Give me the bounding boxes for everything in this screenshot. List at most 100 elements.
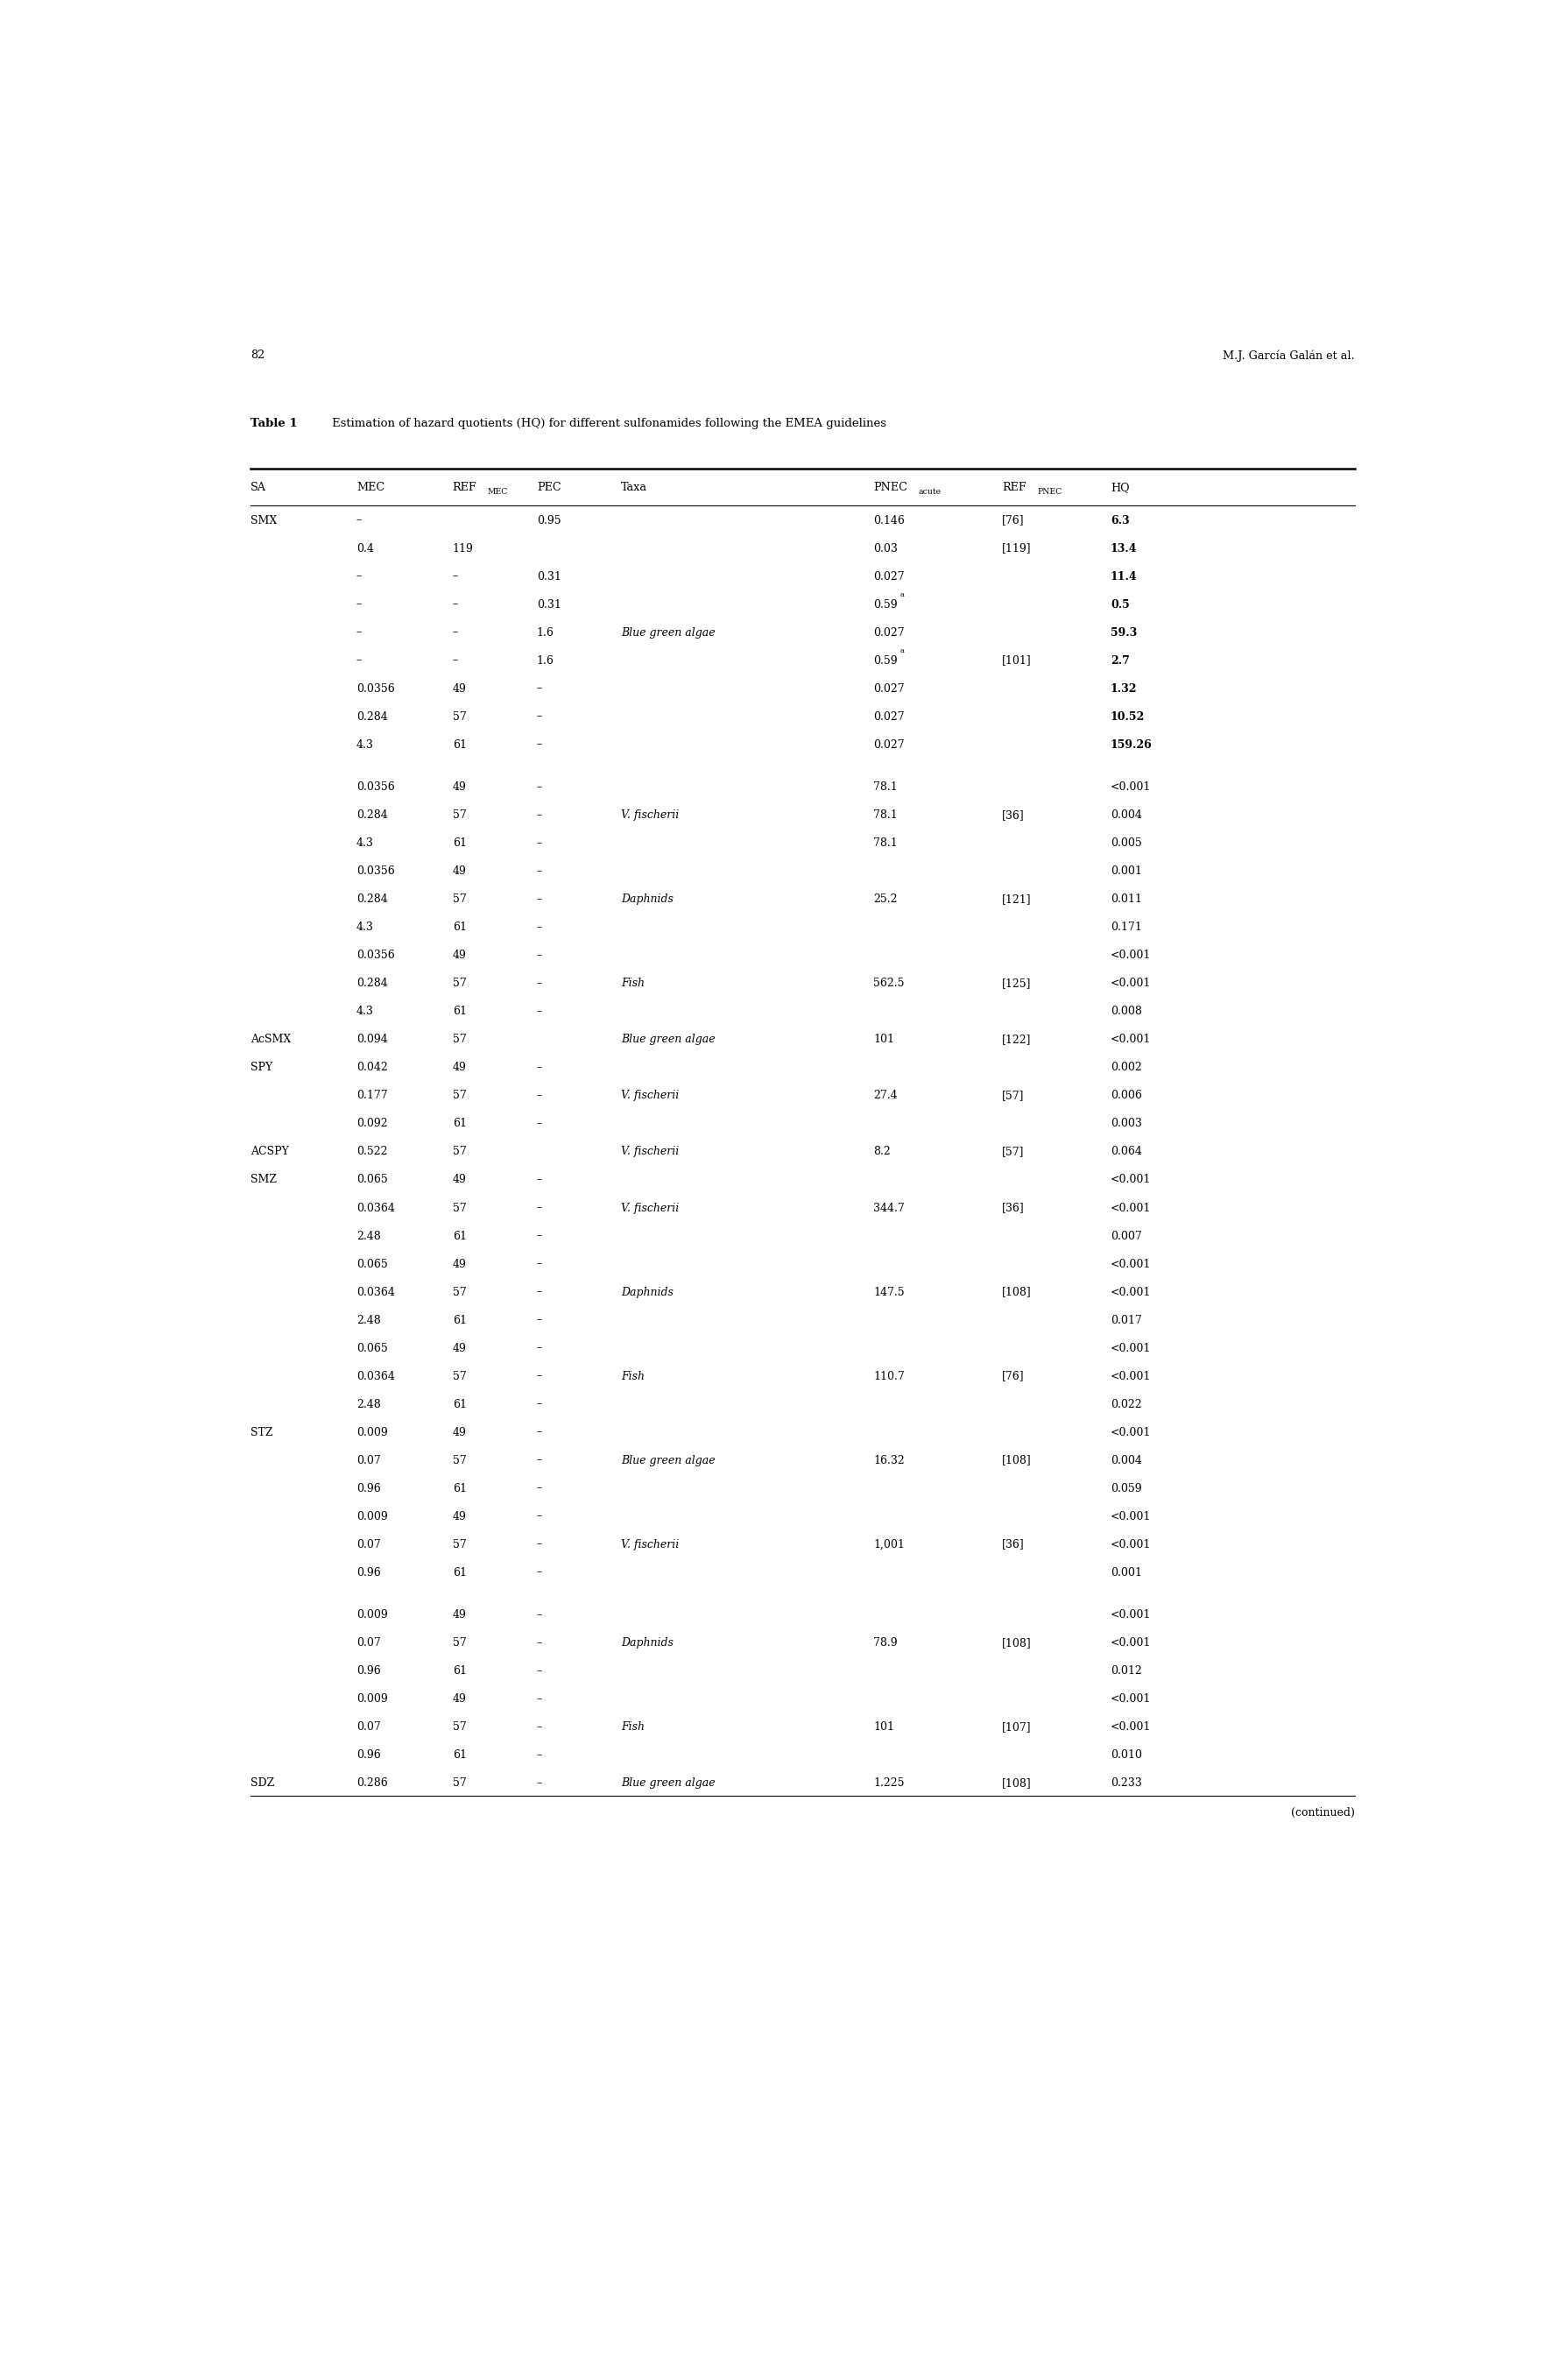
Text: [107]: [107] — [1003, 1721, 1032, 1733]
Text: –: – — [453, 655, 458, 666]
Text: 0.065: 0.065 — [357, 1259, 388, 1271]
Text: REF: REF — [453, 481, 476, 493]
Text: SPY: SPY — [250, 1061, 273, 1073]
Text: 0.96: 0.96 — [357, 1483, 380, 1495]
Text: 0.002: 0.002 — [1111, 1061, 1142, 1073]
Text: 1.32: 1.32 — [1111, 683, 1138, 695]
Text: –: – — [537, 1202, 542, 1214]
Text: 61: 61 — [453, 838, 467, 850]
Text: 61: 61 — [453, 738, 467, 750]
Text: [76]: [76] — [1003, 514, 1024, 526]
Text: Daphnids: Daphnids — [621, 1637, 674, 1649]
Text: 0.4: 0.4 — [357, 543, 374, 555]
Text: [57]: [57] — [1003, 1090, 1024, 1102]
Text: <0.001: <0.001 — [1111, 1540, 1152, 1549]
Text: 101: 101 — [874, 1721, 894, 1733]
Text: –: – — [537, 1007, 542, 1016]
Text: 57: 57 — [453, 1637, 467, 1649]
Text: –: – — [537, 1259, 542, 1271]
Text: 4.3: 4.3 — [357, 921, 374, 933]
Text: –: – — [537, 1090, 542, 1102]
Text: 57: 57 — [453, 712, 467, 724]
Text: –: – — [537, 1695, 542, 1704]
Text: –: – — [537, 809, 542, 821]
Text: 61: 61 — [453, 921, 467, 933]
Text: [122]: [122] — [1003, 1033, 1032, 1045]
Text: –: – — [537, 1454, 542, 1466]
Text: 4.3: 4.3 — [357, 1007, 374, 1016]
Text: 0.004: 0.004 — [1111, 1454, 1142, 1466]
Text: [108]: [108] — [1003, 1778, 1032, 1790]
Text: Blue green algae: Blue green algae — [621, 1778, 715, 1790]
Text: 0.96: 0.96 — [357, 1666, 380, 1678]
Text: 78.9: 78.9 — [874, 1637, 897, 1649]
Text: 0.008: 0.008 — [1111, 1007, 1142, 1016]
Text: –: – — [537, 1666, 542, 1678]
Text: Blue green algae: Blue green algae — [621, 626, 715, 638]
Text: <0.001: <0.001 — [1111, 1609, 1152, 1621]
Text: acute: acute — [919, 488, 941, 495]
Text: 0.284: 0.284 — [357, 978, 388, 990]
Text: <0.001: <0.001 — [1111, 978, 1152, 990]
Text: 0.017: 0.017 — [1111, 1314, 1142, 1326]
Text: 0.011: 0.011 — [1111, 895, 1142, 904]
Text: a: a — [900, 647, 905, 654]
Text: <0.001: <0.001 — [1111, 781, 1152, 793]
Text: ACSPY: ACSPY — [250, 1147, 289, 1157]
Text: Table 1: Table 1 — [250, 416, 298, 428]
Text: 2.7: 2.7 — [1111, 655, 1130, 666]
Text: Blue green algae: Blue green algae — [621, 1454, 715, 1466]
Text: M.J. García Galán et al.: M.J. García Galán et al. — [1223, 350, 1355, 362]
Text: 49: 49 — [453, 950, 467, 962]
Text: 0.065: 0.065 — [357, 1342, 388, 1354]
Text: –: – — [537, 895, 542, 904]
Text: –: – — [453, 626, 458, 638]
Text: 57: 57 — [453, 1454, 467, 1466]
Text: [121]: [121] — [1003, 895, 1032, 904]
Text: <0.001: <0.001 — [1111, 1033, 1152, 1045]
Text: –: – — [537, 978, 542, 990]
Text: [76]: [76] — [1003, 1371, 1024, 1383]
Text: 0.001: 0.001 — [1111, 1566, 1142, 1578]
Text: –: – — [537, 1609, 542, 1621]
Text: [119]: [119] — [1003, 543, 1032, 555]
Text: <0.001: <0.001 — [1111, 1173, 1152, 1185]
Text: –: – — [537, 1061, 542, 1073]
Text: 2.48: 2.48 — [357, 1230, 380, 1242]
Text: –: – — [357, 600, 362, 609]
Text: 0.004: 0.004 — [1111, 809, 1142, 821]
Text: 49: 49 — [453, 1609, 467, 1621]
Text: <0.001: <0.001 — [1111, 1695, 1152, 1704]
Text: –: – — [537, 1778, 542, 1790]
Text: [101]: [101] — [1003, 655, 1032, 666]
Text: 0.022: 0.022 — [1111, 1399, 1142, 1409]
Text: 1.225: 1.225 — [874, 1778, 905, 1790]
Text: SDZ: SDZ — [250, 1778, 275, 1790]
Text: 57: 57 — [453, 1371, 467, 1383]
Text: 1.6: 1.6 — [537, 655, 554, 666]
Text: 0.59: 0.59 — [874, 600, 897, 609]
Text: 8.2: 8.2 — [874, 1147, 891, 1157]
Text: 61: 61 — [453, 1666, 467, 1678]
Text: <0.001: <0.001 — [1111, 1721, 1152, 1733]
Text: 0.0364: 0.0364 — [357, 1371, 394, 1383]
Text: [57]: [57] — [1003, 1147, 1024, 1157]
Text: 0.027: 0.027 — [874, 626, 905, 638]
Text: 0.5: 0.5 — [1111, 600, 1130, 609]
Text: 25.2: 25.2 — [874, 895, 897, 904]
Text: 0.092: 0.092 — [357, 1119, 388, 1130]
Text: –: – — [537, 1721, 542, 1733]
Text: a: a — [900, 593, 905, 597]
Text: <0.001: <0.001 — [1111, 1637, 1152, 1649]
Text: [108]: [108] — [1003, 1454, 1032, 1466]
Text: 1.6: 1.6 — [537, 626, 554, 638]
Text: 61: 61 — [453, 1749, 467, 1761]
Text: 4.3: 4.3 — [357, 838, 374, 850]
Text: 110.7: 110.7 — [874, 1371, 905, 1383]
Text: V. fischerii: V. fischerii — [621, 809, 680, 821]
Text: 1,001: 1,001 — [874, 1540, 905, 1549]
Text: –: – — [537, 1540, 542, 1549]
Text: 159.26: 159.26 — [1111, 738, 1152, 750]
Text: 0.96: 0.96 — [357, 1749, 380, 1761]
Text: 0.31: 0.31 — [537, 600, 562, 609]
